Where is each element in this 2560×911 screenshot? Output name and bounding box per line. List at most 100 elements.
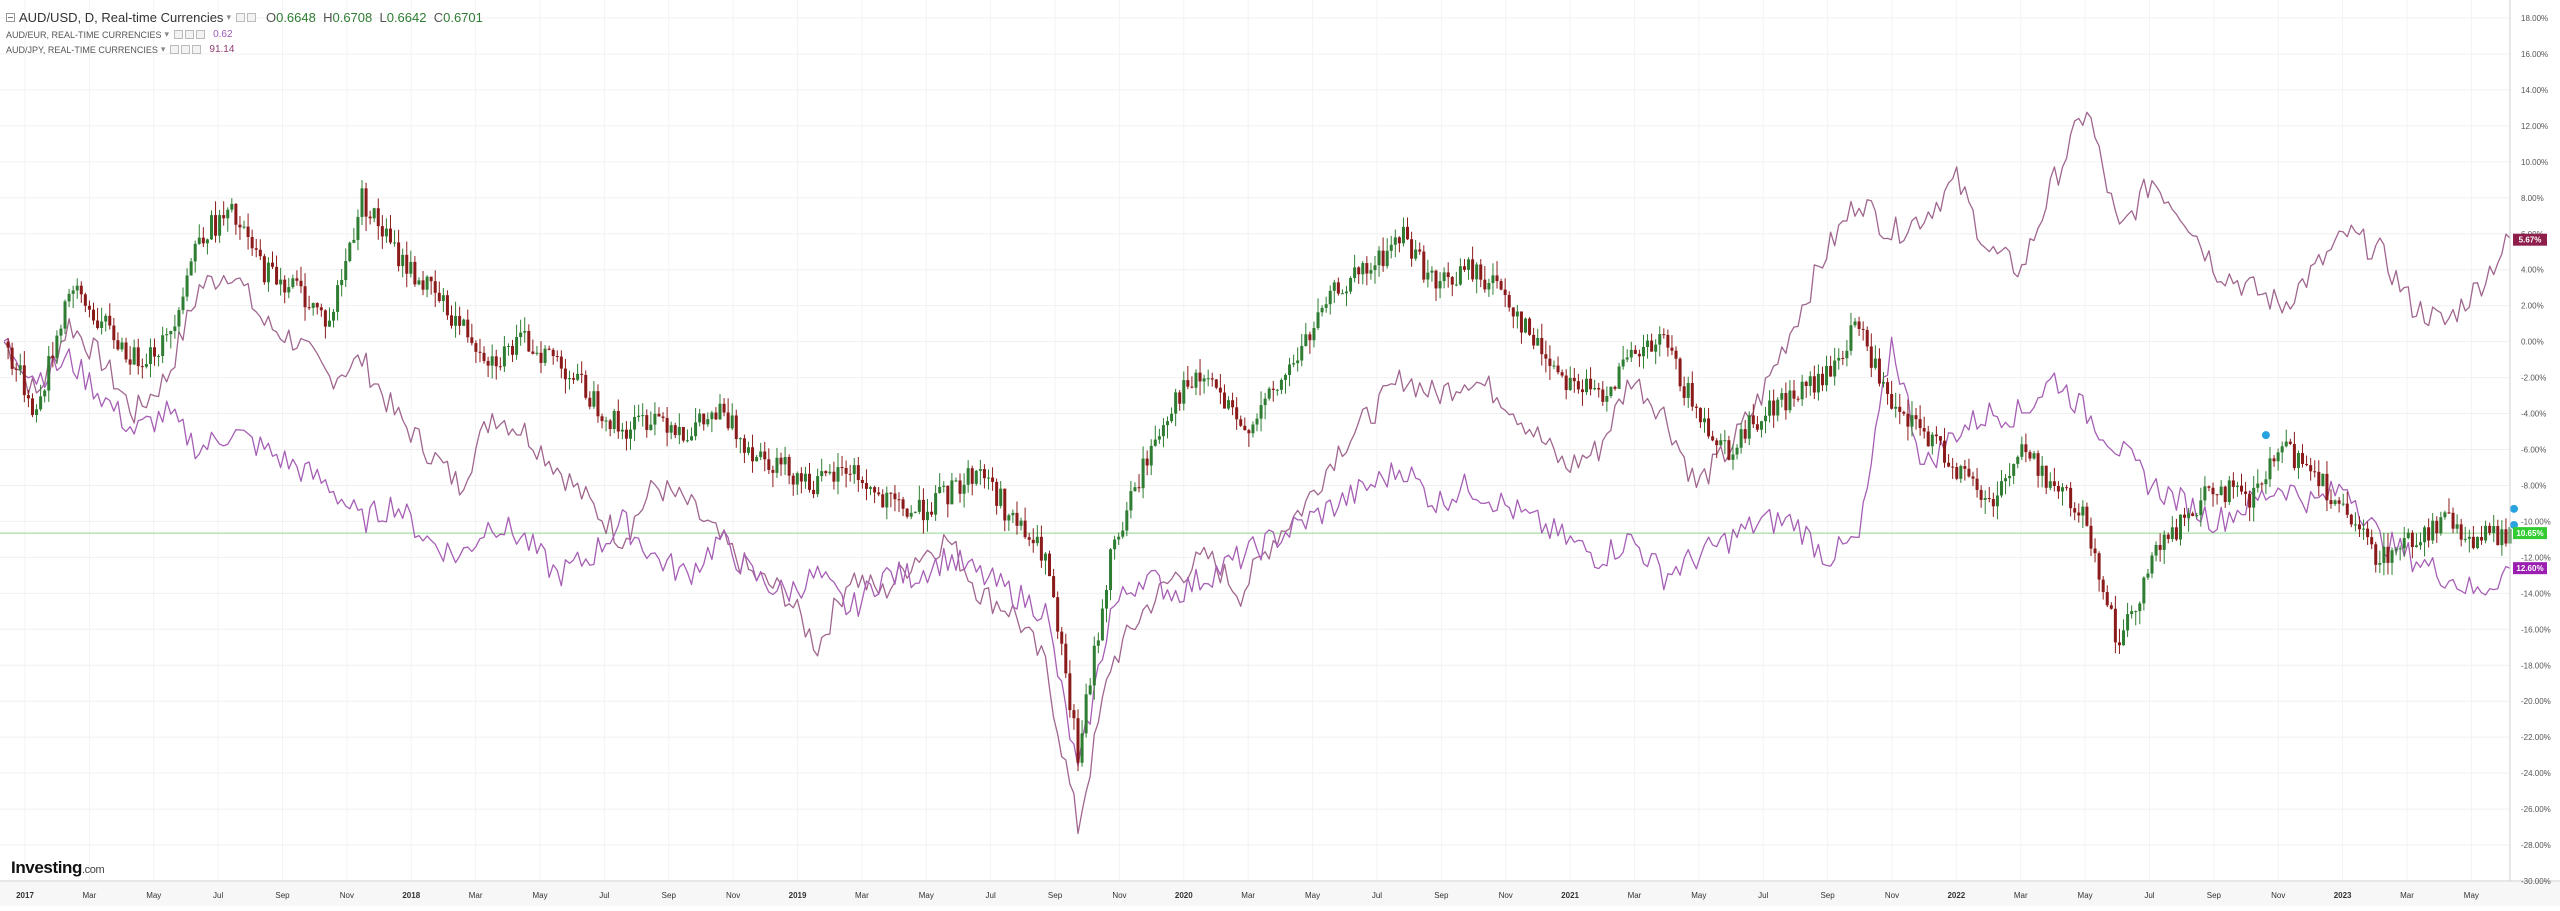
candle [987,469,990,490]
candle [1194,369,1198,396]
candle [1503,278,1507,308]
candle [327,307,331,328]
candle [799,467,803,494]
series-label-audeur[interactable]: AUD/EUR, REAL-TIME CURRENCIES [6,29,162,40]
candle [1804,380,1808,398]
close-icon[interactable] [192,45,202,54]
value-badge-bg [2513,527,2547,540]
chevron-down-icon[interactable]: ▾ [226,12,231,22]
candle-body [938,486,942,494]
candle [1458,258,1462,286]
x-tick-label: Mar [2014,891,2028,900]
candle [921,488,925,534]
candle [364,182,368,231]
y-tick-label: 10.00% [2521,158,2548,167]
legend-series-row-audeur[interactable]: AUD/EUR, REAL-TIME CURRENCIES ▾ 0.62 [6,27,483,42]
x-tick-label: Sep [1820,891,1835,900]
candle [604,416,608,432]
candle-body [262,256,266,283]
candle [6,338,10,360]
eye-icon[interactable] [174,30,184,39]
candle-body [87,305,91,310]
candle [551,348,555,365]
series-label-audjpy[interactable]: AUD/JPY, REAL-TIME CURRENCIES [6,44,158,55]
candle-body [1084,694,1088,734]
collapse-icon[interactable] [6,13,15,22]
candle-body [340,280,344,286]
candle [344,248,348,287]
candle [1385,238,1389,269]
candle [1670,335,1674,356]
candle-body [1694,406,1698,408]
legend-main-row[interactable]: AUD/USD, D, Real-time Currencies ▾ O0.66… [6,8,483,27]
legend-series-row-audjpy[interactable]: AUD/JPY, REAL-TIME CURRENCIES ▾ 91.14 [6,42,483,57]
candle-body [844,467,848,474]
close-value: 0.6701 [443,10,483,25]
candle [47,346,51,402]
candle [1316,298,1320,331]
event-marker-icon[interactable] [2260,430,2271,441]
candle-body [1104,590,1108,609]
candle [2337,496,2341,513]
x-axis-band [0,882,2560,906]
candle-body [2215,494,2219,496]
gear-icon[interactable] [181,45,191,54]
x-tick-label: Mar [855,891,869,900]
candle-body [1739,429,1743,448]
candle [974,469,978,486]
candle [897,492,901,513]
candle [1471,246,1475,282]
close-icon[interactable] [196,30,206,39]
candle-body [51,356,55,359]
candle [1206,369,1210,387]
chevron-down-icon[interactable]: ▾ [160,44,166,54]
candle-body [1145,458,1149,466]
candle [470,323,474,346]
candle [1951,457,1955,479]
candle-body [450,315,453,326]
candle-body [1324,304,1328,308]
candle [2475,536,2479,550]
candle-body [995,481,999,506]
gear-icon[interactable] [246,13,256,22]
main-symbol-title[interactable]: AUD/USD, D, Real-time Currencies [19,10,224,25]
candle [2162,530,2166,564]
candle-body [2317,471,2321,487]
candle-body [2500,529,2504,546]
chevron-down-icon[interactable]: ▾ [164,29,170,39]
candle [661,412,665,422]
gear-icon[interactable] [185,30,195,39]
candle [2012,463,2016,485]
candle [1747,411,1751,446]
eye-icon[interactable] [235,13,245,22]
candle [120,337,124,352]
candle [197,224,201,245]
candle [1564,369,1568,400]
candle-body [1263,398,1267,406]
event-marker-icon[interactable] [2509,503,2519,514]
candle [1857,316,1861,336]
candle [234,202,238,235]
candle [340,269,344,297]
candle-body [1336,282,1340,294]
candle-body [287,287,291,293]
candle-body [1918,419,1922,429]
candle [128,346,132,375]
candle-body [1678,358,1682,387]
x-tick-label: Sep [1434,891,1449,900]
candle-body [1039,536,1043,561]
candle [1048,550,1052,577]
eye-icon[interactable] [170,45,180,54]
candle-body [1316,312,1320,328]
candle [319,303,323,317]
candle-body [433,281,437,293]
candle-body [2101,579,2105,593]
candle-body [2211,487,2215,495]
brand-logo[interactable]: Investing.com [11,858,105,878]
candle-body [633,417,637,430]
candle [2317,460,2321,497]
candle [2366,521,2370,545]
candle [1312,321,1316,348]
